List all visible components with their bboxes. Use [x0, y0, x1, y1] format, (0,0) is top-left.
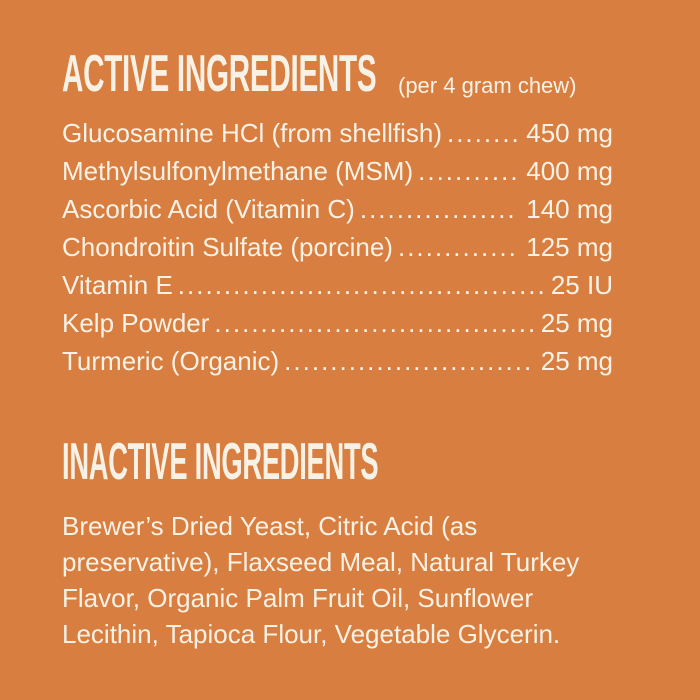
ingredient-row: Chondroitin Sulfate (porcine) 125 mg	[62, 228, 613, 266]
ingredient-amount: 140 mg	[526, 194, 613, 224]
ingredient-row: Glucosamine HCl (from shellfish) 450 mg	[62, 114, 613, 152]
dot-leader	[360, 190, 519, 228]
ingredient-list: Glucosamine HCl (from shellfish) 450 mg …	[62, 114, 613, 380]
dot-leader	[178, 266, 544, 304]
ingredient-amount: 125 mg	[526, 232, 613, 262]
inactive-text-line: Lecithin, Tapioca Flour, Vegetable Glyce…	[62, 619, 561, 649]
active-ingredients-section: ACTIVE INGREDIENTS (per 4 gram chew) Glu…	[62, 48, 613, 380]
ingredient-row: Ascorbic Acid (Vitamin C) 140 mg	[62, 190, 613, 228]
active-heading-row: ACTIVE INGREDIENTS (per 4 gram chew)	[62, 48, 613, 100]
inactive-text-line: preservative), Flaxseed Meal, Natural Tu…	[62, 547, 580, 577]
ingredient-name: Chondroitin Sulfate (porcine)	[62, 232, 393, 262]
ingredient-row: Turmeric (Organic) 25 mg	[62, 342, 613, 380]
active-section-title: ACTIVE INGREDIENTS	[62, 45, 377, 103]
active-title-box: ACTIVE INGREDIENTS	[62, 48, 384, 100]
dot-leader	[398, 228, 519, 266]
dot-leader	[447, 114, 519, 152]
ingredient-amount: 400 mg	[526, 156, 613, 186]
ingredient-name: Kelp Powder	[62, 308, 210, 338]
ingredient-amount: 25 IU	[550, 270, 613, 300]
ingredient-row: Vitamin E 25 IU	[62, 266, 613, 304]
inactive-ingredients-section: INACTIVE INGREDIENTS Brewer’s Dried Yeas…	[62, 436, 613, 652]
inactive-text-line: Flavor, Organic Palm Fruit Oil, Sunflowe…	[62, 583, 534, 613]
serving-size-subtitle: (per 4 gram chew)	[398, 73, 577, 98]
ingredient-amount: 450 mg	[526, 118, 613, 148]
ingredient-amount: 25 mg	[540, 346, 613, 376]
ingredient-name: Ascorbic Acid (Vitamin C)	[62, 194, 355, 224]
inactive-heading-row: INACTIVE INGREDIENTS	[62, 436, 613, 488]
inactive-text-line: Brewer’s Dried Yeast, Citric Acid (as	[62, 511, 478, 541]
ingredient-name: Glucosamine HCl (from shellfish)	[62, 118, 442, 148]
ingredient-name: Vitamin E	[62, 270, 173, 300]
ingredient-name: Methylsulfonylmethane (MSM)	[62, 156, 414, 186]
inactive-section-title: INACTIVE INGREDIENTS	[62, 433, 379, 491]
label-content: ACTIVE INGREDIENTS (per 4 gram chew) Glu…	[62, 0, 613, 652]
ingredient-row: Methylsulfonylmethane (MSM) 400 mg	[62, 152, 613, 190]
inactive-ingredients-text: Brewer’s Dried Yeast, Citric Acid (as pr…	[62, 508, 613, 652]
inactive-title-box: INACTIVE INGREDIENTS	[62, 436, 387, 488]
dot-leader	[214, 304, 533, 342]
ingredient-name: Turmeric (Organic)	[62, 346, 280, 376]
dot-leader	[418, 152, 519, 190]
ingredient-row: Kelp Powder 25 mg	[62, 304, 613, 342]
ingredient-amount: 25 mg	[540, 308, 613, 338]
dot-leader	[284, 342, 534, 380]
